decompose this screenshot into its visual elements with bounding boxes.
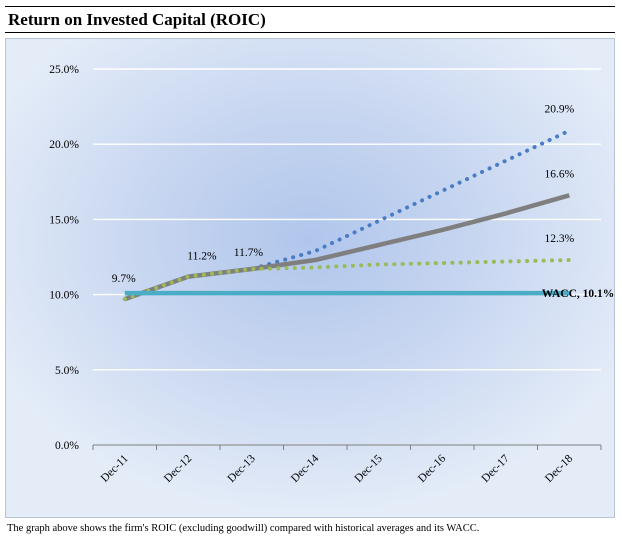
y-tick-label: 20.0% bbox=[49, 139, 79, 151]
y-tick-label: 15.0% bbox=[49, 214, 79, 226]
data-label: WACC, 10.1% bbox=[542, 288, 615, 300]
x-tick-label: Dec-13 bbox=[225, 452, 258, 485]
data-label: 12.3% bbox=[545, 233, 575, 245]
data-label: 11.2% bbox=[187, 251, 217, 263]
x-tick-label: Dec-16 bbox=[416, 452, 449, 485]
data-label: 16.6% bbox=[545, 168, 575, 180]
chart-header: Return on Invested Capital (ROIC) bbox=[5, 6, 615, 33]
series-line bbox=[125, 195, 570, 299]
x-tick-label: Dec-11 bbox=[99, 452, 131, 484]
data-label: 11.7% bbox=[234, 247, 264, 259]
x-tick-label: Dec-14 bbox=[289, 452, 322, 485]
x-tick-label: Dec-18 bbox=[543, 452, 576, 485]
data-label: 20.9% bbox=[545, 104, 575, 116]
x-tick-label: Dec-12 bbox=[162, 452, 195, 485]
chart-title: Return on Invested Capital (ROIC) bbox=[8, 10, 266, 30]
y-tick-label: 25.0% bbox=[49, 64, 79, 76]
x-tick-label: Dec-17 bbox=[479, 452, 512, 485]
chart-area: 0.0% 5.0% 10.0% 15.0% 20.0% 25.0% Dec-11 Dec-12… bbox=[5, 38, 615, 518]
x-tick-label: Dec-15 bbox=[352, 452, 385, 485]
chart-caption: The graph above shows the firm's ROIC (e… bbox=[7, 523, 479, 534]
roic-line-chart: 0.0% 5.0% 10.0% 15.0% 20.0% 25.0% Dec-11 Dec-12… bbox=[6, 39, 616, 519]
y-tick-label: 0.0% bbox=[55, 440, 79, 452]
y-tick-label: 10.0% bbox=[49, 290, 79, 302]
y-tick-label: 5.0% bbox=[55, 365, 79, 377]
data-label: 9.7% bbox=[112, 273, 136, 285]
